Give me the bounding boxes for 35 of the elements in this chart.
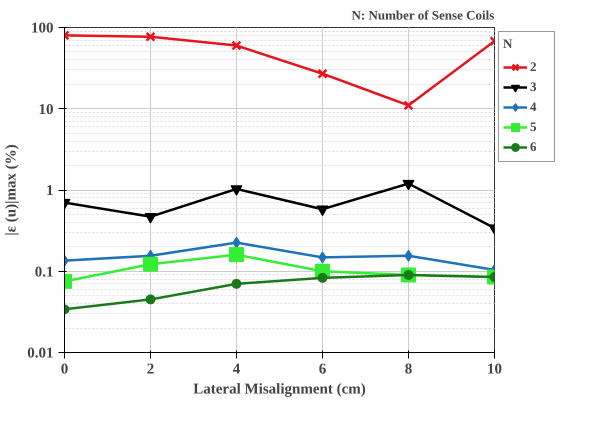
point <box>146 294 156 304</box>
x-tick-label: 0 <box>60 362 68 378</box>
point <box>403 100 414 111</box>
point <box>318 272 328 283</box>
point <box>230 185 242 196</box>
legend-label: 6 <box>530 139 538 155</box>
legend-title: N <box>503 36 514 52</box>
legend-label: 4 <box>530 99 538 115</box>
legend-label: 5 <box>530 119 538 135</box>
x-tick-label: 6 <box>318 362 327 378</box>
point <box>231 40 242 51</box>
chart-title: N: Number of Sense Coils <box>352 8 494 22</box>
y-axis-title: |ε (u)|max (%) <box>3 144 20 236</box>
point <box>229 247 244 262</box>
point <box>232 278 242 289</box>
y-tick-label: 1 <box>46 183 54 199</box>
point <box>145 32 156 42</box>
point <box>317 68 328 79</box>
point <box>402 180 414 190</box>
y-tick-label: 0.1 <box>34 264 54 280</box>
x-tick-label: 2 <box>146 362 154 378</box>
legend-label: 2 <box>530 59 538 75</box>
x-tick-label: 4 <box>232 362 241 378</box>
point <box>318 251 327 264</box>
x-tick-label: 8 <box>404 362 412 378</box>
x-axis-title: Lateral Misalignment (cm) <box>193 382 366 398</box>
y-tick-label: 0.01 <box>27 346 54 362</box>
y-tick-label: 10 <box>38 102 54 118</box>
x-tick-label: 10 <box>487 362 502 378</box>
legend-label: 3 <box>530 79 538 95</box>
y-tick-label: 100 <box>31 20 54 36</box>
point <box>143 256 158 272</box>
point <box>144 212 156 224</box>
point <box>404 250 413 262</box>
point <box>232 236 241 249</box>
